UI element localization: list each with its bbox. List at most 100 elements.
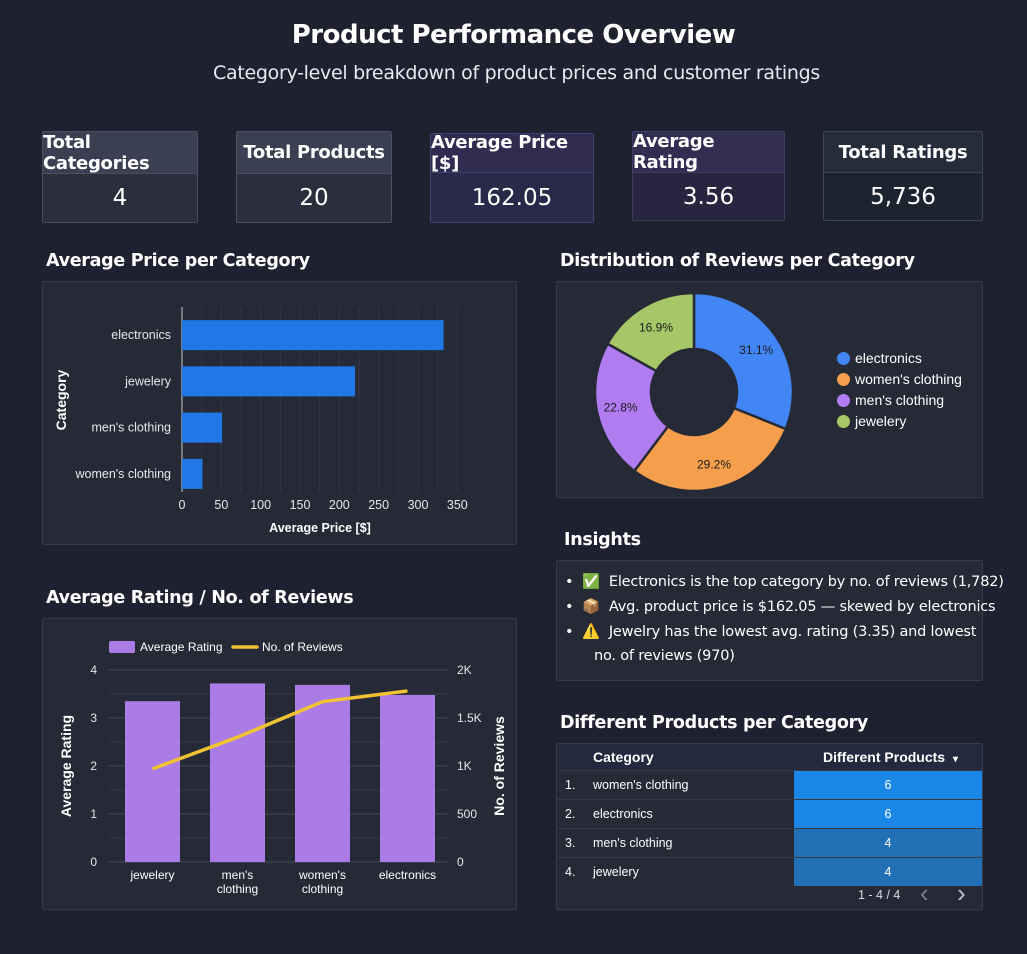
kpi-value: 20 xyxy=(237,173,391,221)
donut-legend-item: jewelery xyxy=(837,413,906,429)
category-tick-label: electronics xyxy=(111,328,171,342)
reviews-donut-chart: 31.1% 29.2% 22.8% 16.9% xyxy=(593,291,795,493)
section-title-reviews-distribution: Distribution of Reviews per Category xyxy=(560,251,915,271)
table-row[interactable]: 1. women's clothing 6 xyxy=(557,769,982,799)
legend-label: Average Rating xyxy=(140,640,223,654)
x-axis-label: Average Price [$] xyxy=(269,521,371,535)
row-count: 4 xyxy=(794,856,982,886)
x-tick-label: 200 xyxy=(329,498,350,512)
x-tick-label: 0 xyxy=(179,498,186,512)
category-tick-label: women's xyxy=(298,868,346,882)
insight-item: • ✅ Electronics is the top category by n… xyxy=(565,574,1004,590)
table-row[interactable]: 2. electronics 6 xyxy=(557,798,982,828)
y-tick-label: 3 xyxy=(90,711,97,725)
index-header xyxy=(557,744,593,770)
slice-percent-label: 22.8% xyxy=(604,400,638,414)
kpi-value: 162.05 xyxy=(431,172,593,222)
category-tick-label: women's clothing xyxy=(75,467,172,481)
page-subtitle: Category-level breakdown of product pric… xyxy=(213,62,820,84)
kpi-average-price: Average Price [$] 162.05 xyxy=(430,133,594,223)
y-axis-label: Average Rating xyxy=(58,715,74,817)
price-bar-chart: electronics jewelery men's clothing women's… xyxy=(53,307,468,535)
y-axis-label: Category xyxy=(53,369,69,430)
row-category: electronics xyxy=(593,798,794,828)
rating-bar xyxy=(210,683,265,862)
x-tick-label: 50 xyxy=(214,498,228,512)
row-index: 1. xyxy=(557,769,593,799)
y2-tick-label: 2K xyxy=(457,663,472,677)
y-tick-label: 0 xyxy=(90,855,97,869)
insight-text: Avg. product price is $162.05 — skewed b… xyxy=(608,599,996,615)
row-count: 4 xyxy=(794,827,982,857)
x-tick-label: 300 xyxy=(408,498,429,512)
table-header-row: Category Different Products ▾ xyxy=(557,744,982,770)
y2-tick-label: 1.5K xyxy=(457,711,482,725)
donut-legend-item: electronics xyxy=(837,350,922,366)
check-icon: ✅ xyxy=(582,574,601,590)
insight-text: Electronics is the top category by no. o… xyxy=(608,574,1004,590)
reviews-line xyxy=(151,689,408,771)
category-tick-label: electronics xyxy=(379,868,436,882)
kpi-label: Total Ratings xyxy=(824,132,982,172)
table-row[interactable]: 3. men's clothing 4 xyxy=(557,827,982,857)
warning-icon: ⚠️ xyxy=(582,624,601,640)
row-category: men's clothing xyxy=(593,827,794,857)
slice-percent-label: 29.2% xyxy=(697,457,731,471)
rating-bar xyxy=(380,694,435,862)
category-column-header[interactable]: Category xyxy=(593,744,794,770)
section-title-products: Different Products per Category xyxy=(560,713,869,733)
row-category: jewelery xyxy=(593,856,794,886)
insight-text-continued: no. of reviews (970) xyxy=(594,648,735,664)
donut-legend-item: women's clothing xyxy=(837,371,962,387)
x-tick-label: 350 xyxy=(447,498,468,512)
products-table-panel: Category Different Products ▾ 1. women's… xyxy=(556,743,983,910)
reviews-donut-panel: 31.1% 29.2% 22.8% 16.9% electronics women's… xyxy=(556,281,983,498)
y2-axis-label: No. of Reviews xyxy=(491,716,507,816)
donut-legend-item: men's clothing xyxy=(837,392,944,408)
kpi-label: Total Categories xyxy=(43,132,197,174)
rating-reviews-chart-panel: 0 1 2 3 4 0 500 1K 1.5K 2K jewelery men's clothing wo… xyxy=(42,618,517,910)
rating-bar xyxy=(295,684,350,862)
legend-dot xyxy=(837,351,850,365)
section-title-price: Average Price per Category xyxy=(46,251,310,271)
category-tick-label: clothing xyxy=(302,882,343,896)
legend-swatch-bar xyxy=(109,641,135,653)
category-tick-label: jewelery xyxy=(124,374,172,388)
insight-text: Jewelry has the lowest avg. rating (3.35… xyxy=(608,624,977,640)
legend-label: No. of Reviews xyxy=(262,640,343,654)
y-tick-label: 2 xyxy=(90,759,97,773)
category-tick-label: clothing xyxy=(217,882,258,896)
next-page-icon[interactable]: › xyxy=(957,878,966,908)
row-count: 6 xyxy=(794,798,982,828)
slice-percent-label: 31.1% xyxy=(739,343,773,357)
category-header-label: Category xyxy=(593,748,654,765)
kpi-label: Average Price [$] xyxy=(431,134,593,174)
y-tick-label: 4 xyxy=(90,663,97,677)
legend-dot xyxy=(837,414,850,428)
legend-label: jewelery xyxy=(855,413,907,429)
prev-page-icon[interactable]: ‹ xyxy=(920,878,929,908)
x-tick-label: 150 xyxy=(290,498,311,512)
kpi-label: Average Rating xyxy=(633,132,784,173)
products-header-label: Different Products xyxy=(822,748,946,765)
y-tick-label: 1 xyxy=(90,807,97,821)
kpi-total-products: Total Products 20 xyxy=(236,131,392,223)
legend-label: men's clothing xyxy=(855,392,945,408)
legend-label: electronics xyxy=(855,350,922,366)
legend-label: women's clothing xyxy=(855,371,962,387)
table-row[interactable]: 4. jewelery 4 xyxy=(557,856,982,886)
section-title-rating: Average Rating / No. of Reviews xyxy=(46,588,354,608)
insights-panel: • ✅ Electronics is the top category by n… xyxy=(556,560,1004,681)
pagination-label: 1 - 4 / 4 xyxy=(858,888,901,902)
different-products-column-header[interactable]: Different Products ▾ xyxy=(794,744,982,770)
donut-slice xyxy=(692,291,795,431)
price-bar xyxy=(182,412,223,443)
price-bar xyxy=(182,458,203,489)
sort-desc-icon[interactable]: ▾ xyxy=(952,753,958,765)
section-title-insights: Insights xyxy=(564,530,641,550)
x-tick-label: 100 xyxy=(250,498,271,512)
y2-tick-label: 500 xyxy=(457,807,477,821)
rating-bar xyxy=(125,701,180,862)
legend-dot xyxy=(837,372,850,386)
